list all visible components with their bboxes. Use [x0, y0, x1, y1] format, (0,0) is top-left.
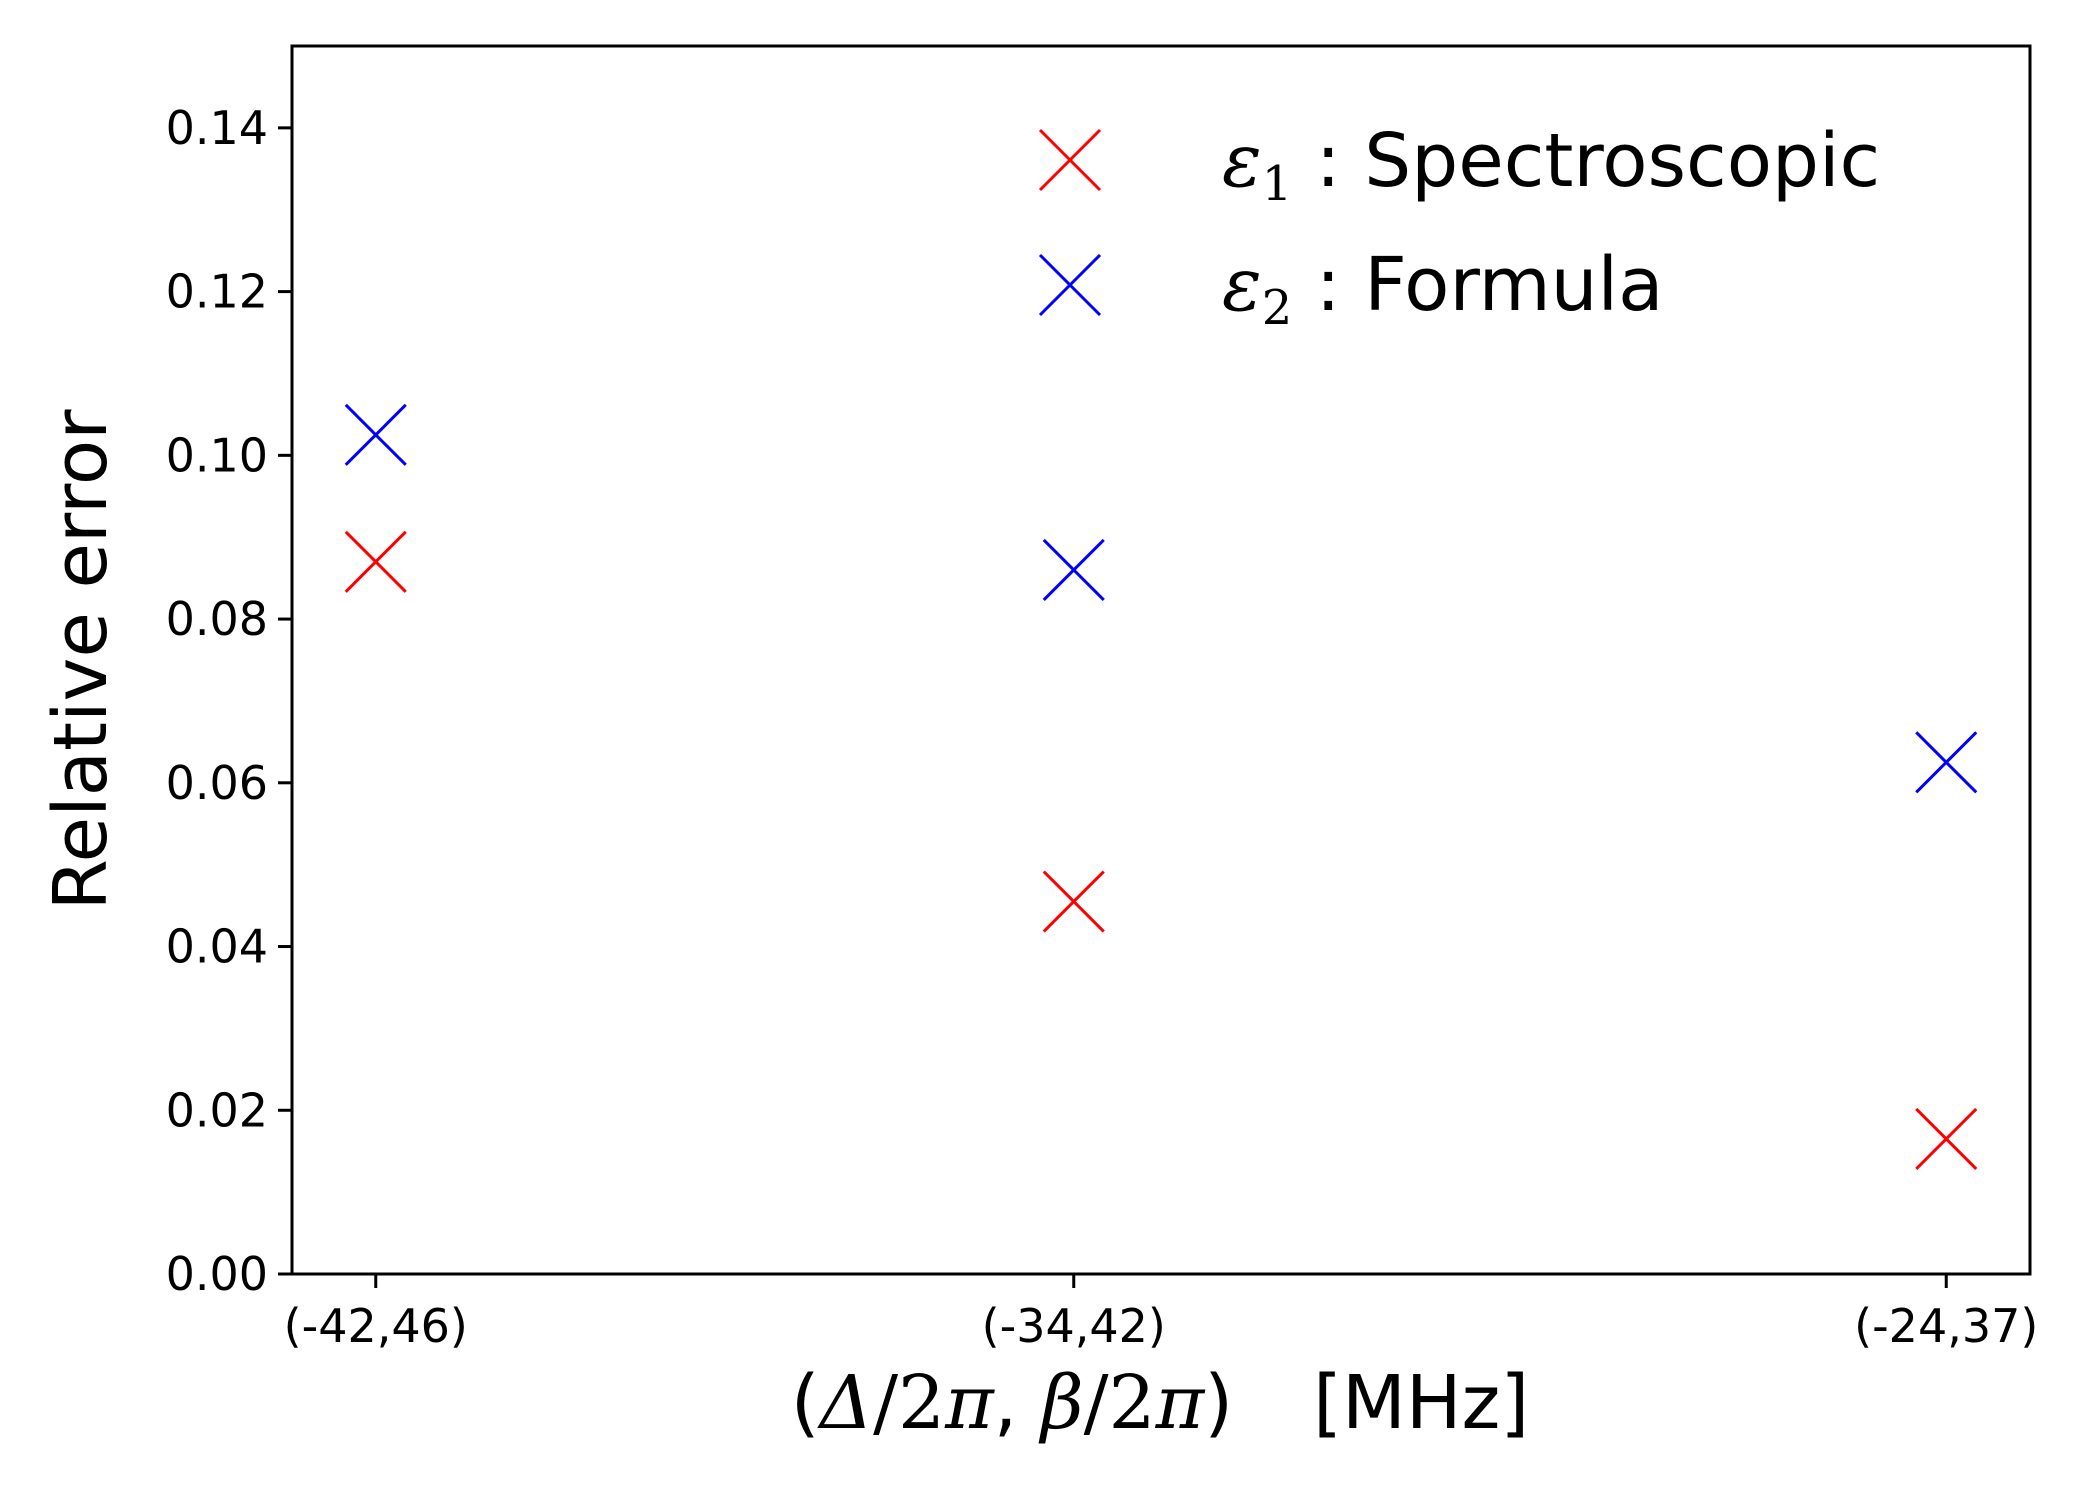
data-point-series-2: [1042, 538, 1105, 602]
data-point-series-1: [344, 530, 407, 593]
y-tick-label: 0.10: [166, 428, 268, 482]
y-axis-ticks: 0.00 0.02 0.04 0.06 0.08 0.10 0.12 0.14: [166, 101, 292, 1301]
data-point-series-1: [1042, 870, 1105, 933]
x-axis-ticks: (-42,46) (-34,42) (-24,37): [284, 1274, 2038, 1353]
legend-item-formula: ε2 : Formula: [1038, 242, 1663, 336]
y-tick-label: 0.12: [166, 265, 268, 319]
data-markers: [344, 403, 1978, 1170]
data-point-series-2: [1915, 731, 1978, 794]
y-tick-label: 0.04: [166, 920, 268, 974]
legend-marker-formula: [1038, 253, 1102, 317]
x-tick-label: (-24,37): [1854, 1299, 2038, 1353]
legend-marker-spectroscopic: [1038, 128, 1102, 192]
legend-item-spectroscopic: ε1 : Spectroscopic: [1038, 118, 1880, 212]
plot-area: [290, 44, 2032, 1276]
legend-label-spectroscopic: ε1 : Spectroscopic: [1222, 118, 1880, 212]
legend: ε1 : Spectroscopic ε2 : Formula: [1038, 118, 1880, 336]
y-tick-label: 0.00: [166, 1247, 268, 1301]
data-point-series-1: [1915, 1107, 1978, 1170]
y-tick-label: 0.08: [166, 592, 268, 646]
y-tick-label: 0.06: [166, 756, 268, 810]
y-tick-label: 0.02: [166, 1083, 268, 1137]
data-point-series-2: [344, 403, 407, 466]
y-axis-label: Relative error: [38, 409, 124, 911]
y-tick-label: 0.14: [166, 101, 268, 155]
x-axis-label: (Δ/2π, β/2π) [MHz]: [791, 1360, 1529, 1446]
x-tick-label: (-34,42): [982, 1299, 1166, 1353]
x-tick-label: (-42,46): [284, 1299, 468, 1353]
legend-label-formula: ε2 : Formula: [1222, 242, 1663, 336]
